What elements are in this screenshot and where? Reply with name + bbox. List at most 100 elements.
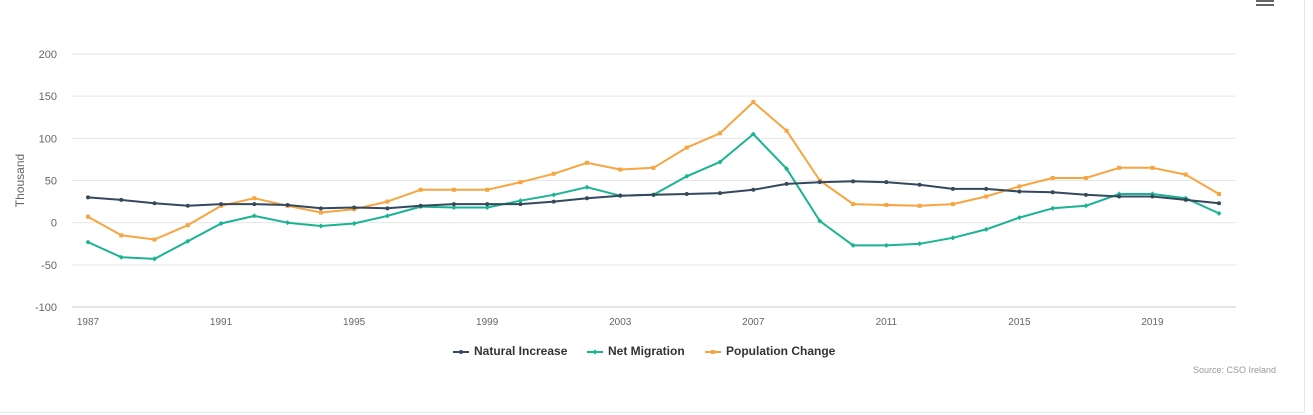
natural-increase-point[interactable] — [950, 186, 955, 191]
population-change-point[interactable] — [1017, 184, 1022, 189]
net-migration-point[interactable] — [983, 226, 989, 232]
population-change-point[interactable] — [318, 210, 323, 215]
natural-increase-point[interactable] — [152, 201, 157, 206]
natural-increase-point[interactable] — [485, 202, 490, 207]
population-change-point[interactable] — [152, 237, 157, 242]
net-migration-point[interactable] — [850, 242, 856, 248]
natural-increase-point[interactable] — [1050, 190, 1055, 195]
population-change-point[interactable] — [584, 160, 589, 165]
legend-natural-increase-marker[interactable] — [459, 350, 463, 354]
population-change-point[interactable] — [784, 128, 789, 133]
natural-increase-point[interactable] — [285, 202, 290, 207]
population-change-point[interactable] — [185, 223, 190, 228]
net-migration-point[interactable] — [85, 239, 91, 245]
natural-increase-point[interactable] — [318, 206, 323, 211]
net-migration-point[interactable] — [218, 221, 224, 227]
population-change-point[interactable] — [1217, 191, 1221, 196]
natural-increase-point[interactable] — [684, 191, 689, 196]
natural-increase-point[interactable] — [984, 186, 989, 191]
natural-increase-point[interactable] — [1083, 192, 1088, 197]
natural-increase-point[interactable] — [1150, 194, 1155, 199]
net-migration-point[interactable] — [517, 198, 523, 204]
net-migration-point[interactable] — [152, 256, 158, 262]
population-change-point[interactable] — [884, 202, 889, 207]
legend-natural-increase-label[interactable]: Natural Increase — [474, 344, 568, 358]
net-migration-point[interactable] — [717, 159, 723, 165]
population-change-point[interactable] — [119, 233, 124, 238]
net-migration-point[interactable] — [1050, 205, 1056, 211]
natural-increase-point[interactable] — [751, 187, 756, 192]
net-migration-point[interactable] — [917, 241, 923, 247]
population-change-point[interactable] — [551, 171, 556, 176]
population-change-point[interactable] — [86, 214, 90, 219]
legend-net-migration-marker[interactable] — [592, 349, 598, 355]
natural-increase-point[interactable] — [185, 203, 190, 208]
net-migration-point[interactable] — [185, 238, 191, 244]
natural-increase-point[interactable] — [917, 182, 922, 187]
population-change-point[interactable] — [1150, 165, 1155, 170]
natural-increase-point[interactable] — [385, 206, 390, 211]
net-migration-point[interactable] — [484, 204, 490, 210]
population-change-point[interactable] — [1117, 165, 1122, 170]
population-change-point[interactable] — [851, 202, 856, 207]
natural-increase-point[interactable] — [86, 195, 90, 200]
natural-increase-point[interactable] — [817, 180, 822, 185]
natural-increase-point[interactable] — [1117, 194, 1122, 199]
net-migration-point[interactable] — [684, 173, 690, 179]
net-migration-point[interactable] — [1216, 210, 1222, 216]
population-change-point[interactable] — [1183, 172, 1188, 177]
natural-increase-point[interactable] — [518, 202, 523, 207]
net-migration-point[interactable] — [1083, 203, 1089, 209]
natural-increase-point[interactable] — [851, 179, 856, 184]
natural-increase-point[interactable] — [119, 197, 124, 202]
net-migration-point[interactable] — [784, 166, 790, 172]
natural-increase-point[interactable] — [584, 196, 589, 201]
population-change-point[interactable] — [917, 203, 922, 208]
legend-population-change-marker[interactable] — [711, 350, 715, 354]
net-migration-point[interactable] — [584, 184, 590, 190]
natural-increase-point[interactable] — [651, 192, 656, 197]
net-migration-point[interactable] — [551, 192, 557, 198]
population-change-point[interactable] — [485, 187, 490, 192]
net-migration-point[interactable] — [451, 204, 457, 210]
population-change-point[interactable] — [651, 165, 656, 170]
natural-increase-point[interactable] — [1183, 197, 1188, 202]
population-change-point[interactable] — [252, 196, 257, 201]
net-migration-point[interactable] — [883, 242, 889, 248]
population-change-point[interactable] — [751, 100, 756, 105]
net-migration-point[interactable] — [817, 218, 823, 224]
population-change-point[interactable] — [518, 180, 523, 185]
net-migration-point[interactable] — [251, 213, 257, 219]
population-change-point[interactable] — [950, 202, 955, 207]
net-migration-point[interactable] — [950, 235, 956, 241]
net-migration-point[interactable] — [118, 254, 124, 260]
population-change-point[interactable] — [385, 199, 390, 204]
population-change-point[interactable] — [1050, 175, 1055, 180]
source-credit[interactable]: Source: CSO Ireland — [1193, 365, 1276, 375]
net-migration-point[interactable] — [285, 220, 291, 226]
natural-increase-point[interactable] — [1017, 189, 1022, 194]
natural-increase-point[interactable] — [551, 199, 556, 204]
population-change-point[interactable] — [1083, 175, 1088, 180]
population-change-point[interactable] — [418, 187, 423, 192]
natural-increase-point[interactable] — [1217, 201, 1221, 206]
population-change-point[interactable] — [451, 187, 456, 192]
population-change-point[interactable] — [618, 167, 623, 172]
net-migration-point[interactable] — [351, 221, 357, 227]
natural-increase-point[interactable] — [884, 180, 889, 185]
natural-increase-point[interactable] — [418, 203, 423, 208]
natural-increase-point[interactable] — [252, 202, 257, 207]
menu-icon[interactable] — [1256, 0, 1274, 8]
natural-increase-point[interactable] — [784, 181, 789, 186]
population-change-point[interactable] — [718, 131, 723, 136]
natural-increase-point[interactable] — [219, 202, 224, 207]
net-migration-point[interactable] — [750, 131, 756, 137]
net-migration-point[interactable] — [1016, 215, 1022, 221]
legend-net-migration-label[interactable]: Net Migration — [608, 344, 685, 358]
natural-increase-point[interactable] — [352, 205, 357, 210]
population-change-point[interactable] — [984, 194, 989, 199]
natural-increase-point[interactable] — [618, 193, 623, 198]
net-migration-point[interactable] — [384, 213, 390, 219]
net-migration-point[interactable] — [318, 223, 324, 229]
natural-increase-point[interactable] — [718, 191, 723, 196]
